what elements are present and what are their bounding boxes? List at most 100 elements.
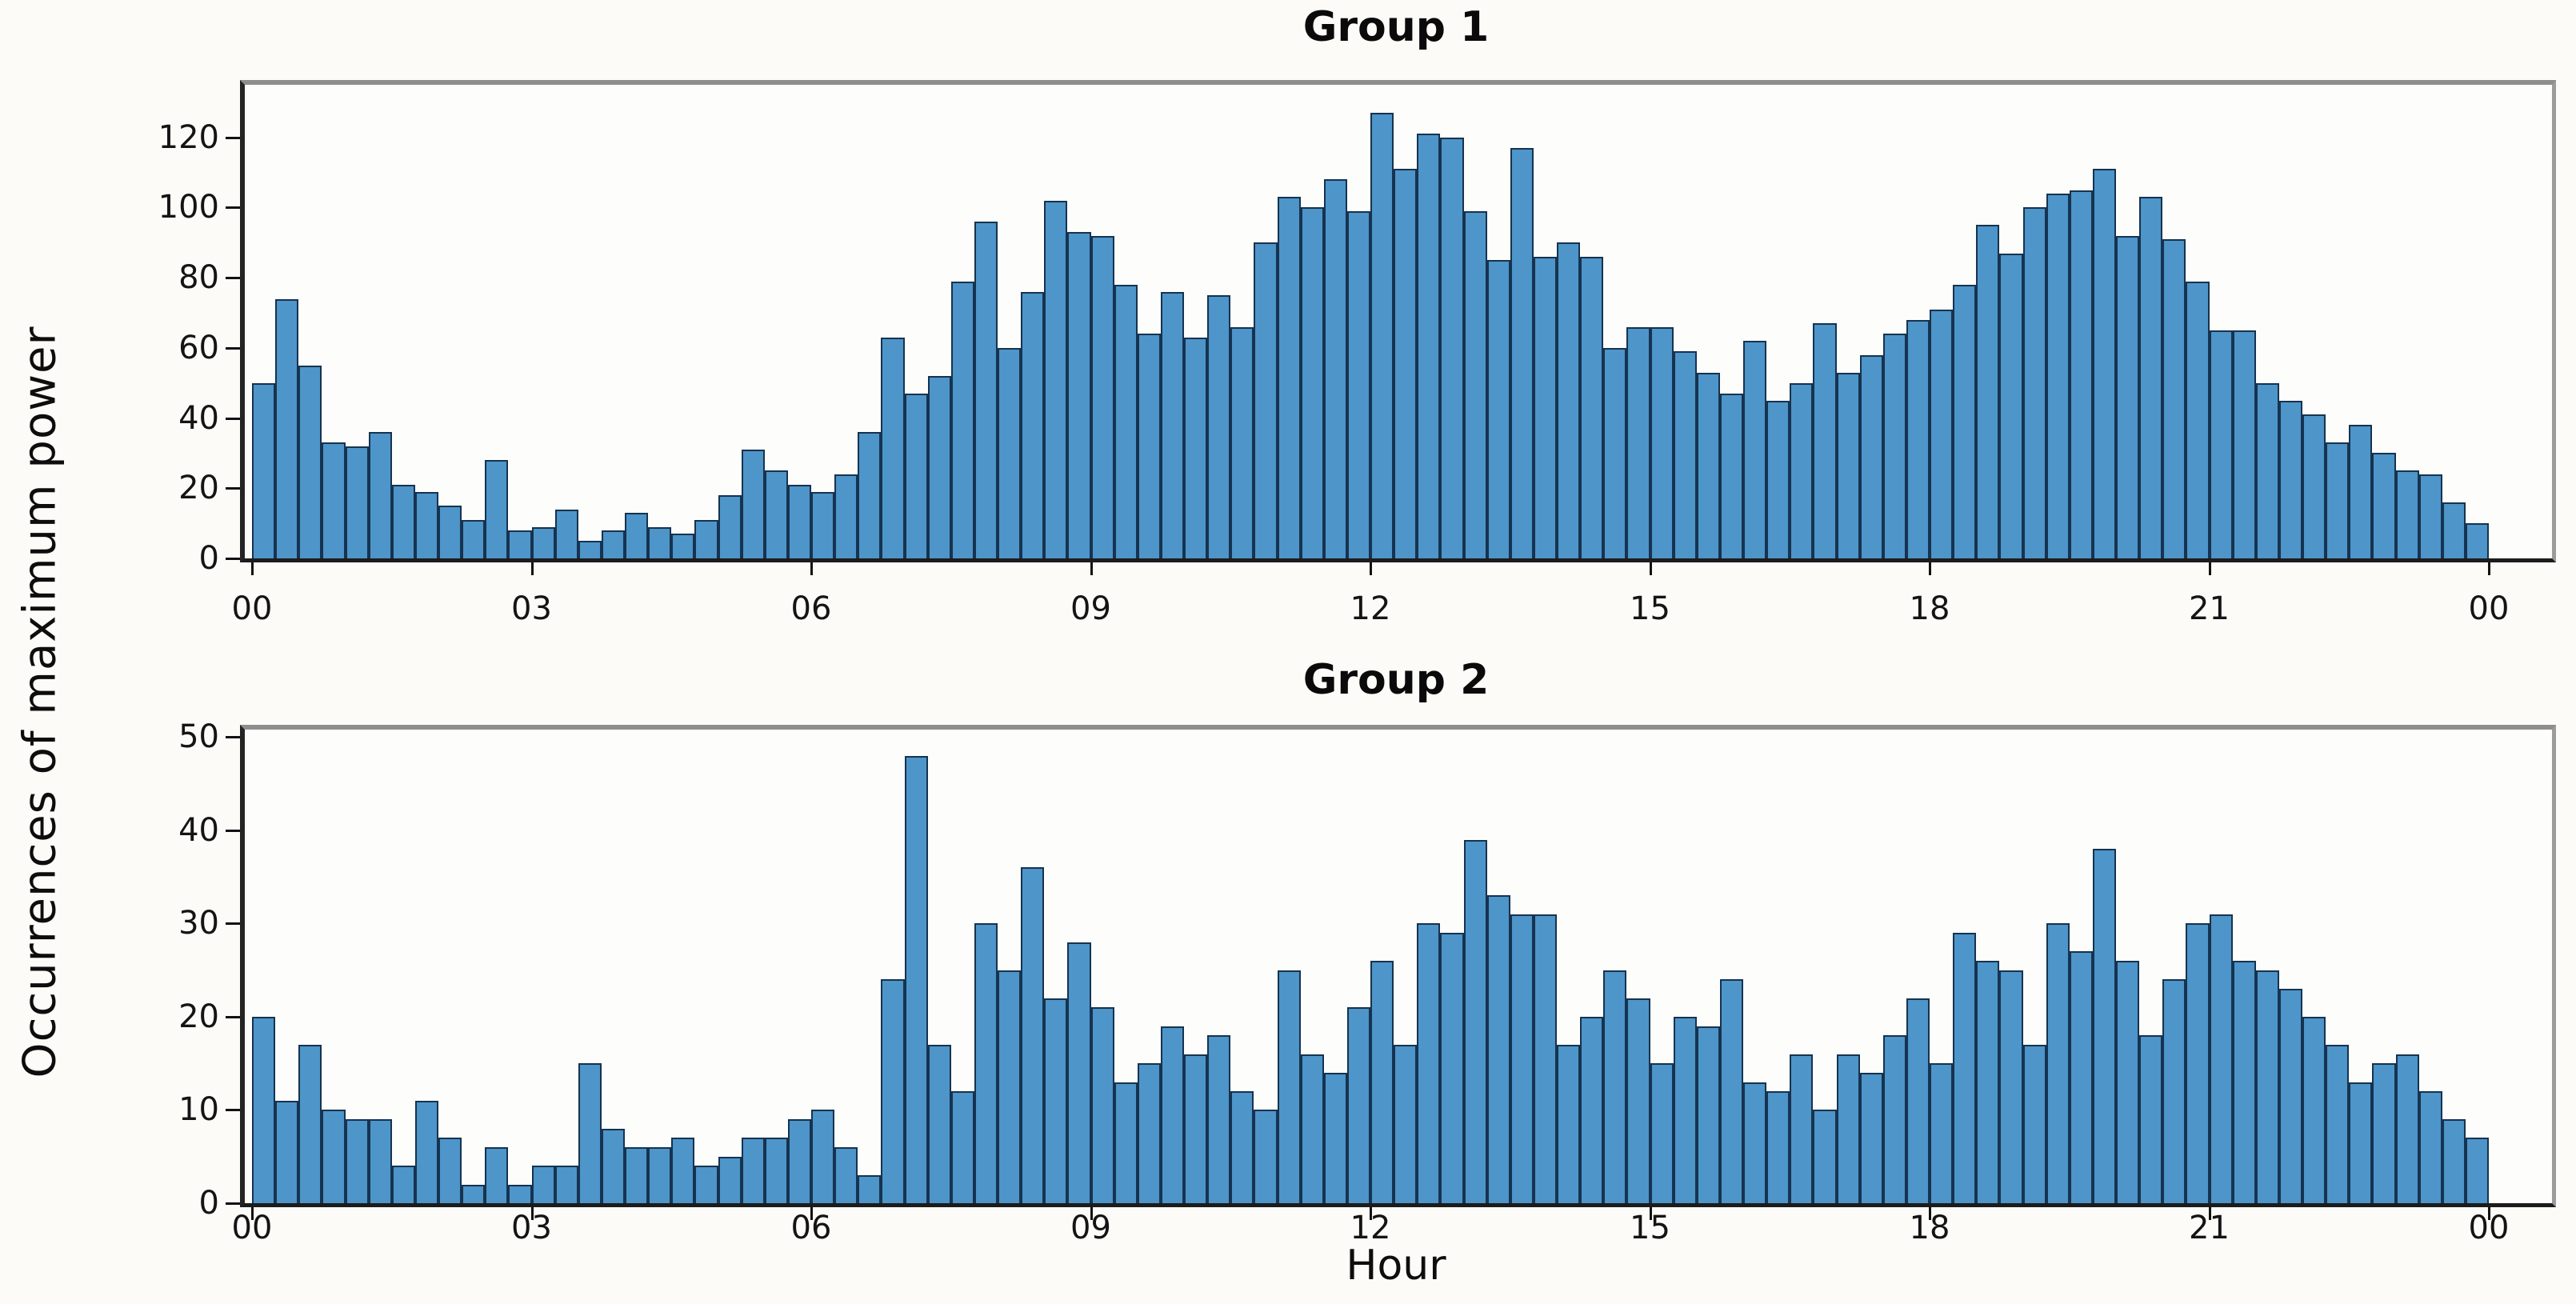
bar <box>2046 923 2070 1203</box>
bar <box>1417 923 1441 1203</box>
bar <box>1417 134 1441 558</box>
bar <box>1976 961 2000 1203</box>
x-tick-mark <box>1649 1207 1652 1220</box>
bar <box>2372 1063 2396 1203</box>
y-tick-mark <box>226 1202 240 1205</box>
bar <box>1650 326 1674 558</box>
bar <box>1719 979 1743 1203</box>
bar <box>414 1100 438 1203</box>
y-tick-label: 40 <box>178 811 219 849</box>
bar <box>391 484 415 558</box>
bar <box>974 222 998 558</box>
bar <box>1626 998 1650 1203</box>
x-tick-mark <box>1370 562 1372 575</box>
bar <box>2442 1119 2466 1203</box>
bar <box>1673 1016 1697 1203</box>
bar <box>1440 137 1464 558</box>
bar <box>741 1138 765 1203</box>
bar <box>2162 238 2186 558</box>
bar <box>1859 354 1883 558</box>
bar <box>858 432 882 558</box>
bar <box>1207 1035 1231 1203</box>
y-tick-mark <box>226 922 240 926</box>
x-tick-mark <box>1649 562 1652 575</box>
bar <box>950 1091 974 1203</box>
y-tick-label: 80 <box>178 259 219 297</box>
bar <box>648 1147 672 1203</box>
bar <box>2278 400 2302 558</box>
y-tick-mark <box>226 136 240 139</box>
x-tick-mark <box>1929 562 1931 575</box>
bar <box>2209 330 2233 558</box>
bar <box>694 1166 718 1203</box>
bar <box>1719 393 1743 558</box>
bar <box>648 526 672 558</box>
bar <box>1882 334 1906 558</box>
bar <box>2418 474 2442 558</box>
bar <box>834 1147 858 1203</box>
bar <box>1836 1054 1860 1203</box>
bar <box>2465 523 2489 558</box>
y-tick-label: 120 <box>158 118 219 156</box>
bar <box>1207 295 1231 558</box>
bar <box>1254 242 1278 558</box>
x-tick-mark <box>2208 1207 2211 1220</box>
y-tick-label: 0 <box>198 1185 219 1222</box>
bar <box>764 470 788 558</box>
bar <box>2069 190 2093 558</box>
bar <box>1021 291 1045 558</box>
bar <box>1603 970 1627 1203</box>
bar <box>2092 169 2116 558</box>
bar <box>345 1119 369 1203</box>
bar <box>1906 319 1930 558</box>
bar <box>1882 1035 1906 1203</box>
y-tick-mark <box>226 277 240 280</box>
x-tick-label: 00 <box>2468 590 2510 627</box>
bar <box>1790 382 1814 558</box>
bar <box>1137 1063 1161 1203</box>
chart2-plot-area <box>240 725 2556 1207</box>
y-tick-mark <box>226 1109 240 1112</box>
bar <box>322 1110 346 1203</box>
bar <box>1626 326 1650 558</box>
bar <box>764 1138 788 1203</box>
bar <box>998 970 1022 1203</box>
bar <box>2116 961 2140 1203</box>
bar <box>1067 942 1091 1203</box>
bar <box>345 446 369 558</box>
bar <box>368 432 392 558</box>
bar <box>1510 147 1534 558</box>
y-tick-mark <box>226 417 240 420</box>
bar <box>1766 400 1790 558</box>
bar <box>298 1044 322 1203</box>
bar <box>787 484 811 558</box>
y-tick-label: 100 <box>158 189 219 226</box>
bar <box>2395 470 2419 558</box>
bar <box>694 519 718 558</box>
bar <box>1440 933 1464 1203</box>
bar <box>1650 1063 1674 1203</box>
bar <box>2372 453 2396 558</box>
x-tick-label: 21 <box>2189 1210 2230 1246</box>
x-tick-mark <box>1929 1207 1931 1220</box>
bar <box>1813 323 1837 558</box>
y-tick-mark <box>226 487 240 490</box>
bar <box>2022 1044 2046 1203</box>
bar <box>811 1110 835 1203</box>
bar <box>2302 414 2326 558</box>
bar <box>1137 334 1161 558</box>
bar <box>1021 867 1045 1203</box>
bar <box>2139 197 2163 558</box>
x-tick-label: 18 <box>1909 590 1950 627</box>
bar <box>1836 372 1860 558</box>
bar <box>2209 914 2233 1203</box>
bar <box>625 1147 649 1203</box>
bar <box>1277 197 1301 558</box>
bar <box>2349 1082 2373 1203</box>
x-tick-mark <box>810 562 813 575</box>
bar <box>1580 1016 1604 1203</box>
bar <box>974 923 998 1203</box>
bar <box>1790 1054 1814 1203</box>
bar <box>252 1016 276 1203</box>
